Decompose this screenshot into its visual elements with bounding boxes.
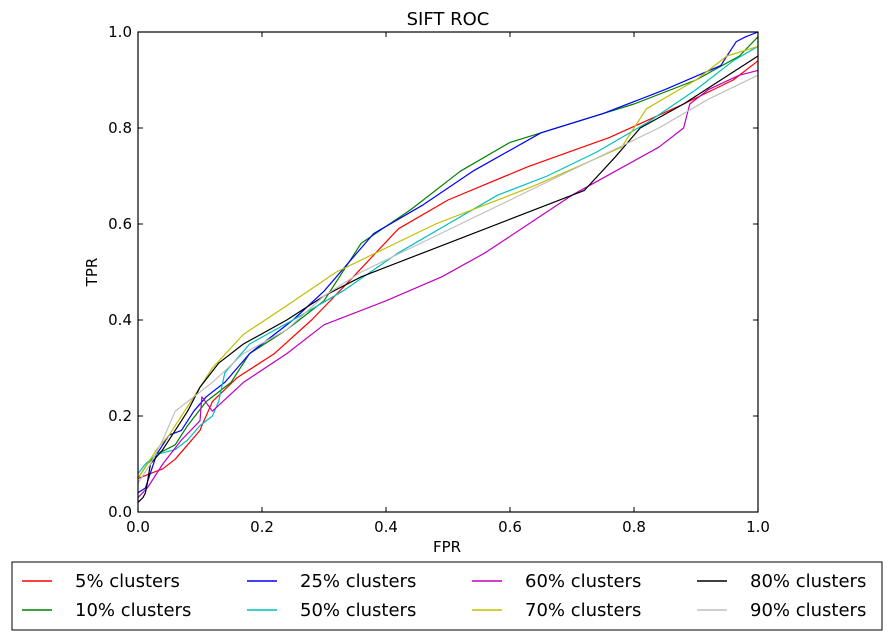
series-line-6 [137, 45, 759, 479]
legend-label: 80% clusters [750, 571, 866, 592]
plot-area: 0.0 0.2 0.4 0.6 0.8 1.0 0.0 0.2 0.4 0.6 0.8 1.0 [108, 23, 770, 536]
plot-frame [137, 31, 759, 513]
x-tick-label: 0.8 [622, 518, 646, 536]
legend-label: 50% clusters [300, 600, 416, 621]
legend-label: 10% clusters [75, 600, 191, 621]
legend-item-6: 70% clusters [472, 600, 641, 621]
legend-label: 70% clusters [525, 600, 641, 621]
legend-item-7: 80% clusters [697, 571, 866, 592]
series-lines [137, 31, 759, 503]
series-line-2 [137, 36, 759, 479]
legend-item-1: 5% clusters [22, 571, 180, 592]
x-tick-label: 0.6 [498, 518, 522, 536]
series-line-4 [137, 45, 759, 474]
y-tick-label: 0.2 [108, 407, 132, 425]
y-tick-label: 0.8 [108, 119, 132, 137]
x-tick-label: 0.4 [374, 518, 398, 536]
series-line-8 [137, 74, 759, 484]
legend-item-4: 50% clusters [247, 600, 416, 621]
legend-label: 25% clusters [300, 571, 416, 592]
series-line-5 [137, 69, 759, 499]
chart-title: SIFT ROC [407, 9, 490, 30]
x-tick-label: 0.2 [250, 518, 274, 536]
y-tick-label: 1.0 [108, 23, 132, 41]
legend-item-3: 25% clusters [247, 571, 416, 592]
x-axis-label: FPR [433, 538, 461, 556]
legend-frame [11, 561, 883, 631]
legend-item-8: 90% clusters [697, 600, 866, 621]
series-line-1 [137, 60, 759, 479]
series-line-7 [137, 55, 759, 503]
y-tick-label: 0.6 [108, 215, 132, 233]
y-axis-label: TPR [83, 258, 101, 288]
legend-label: 60% clusters [525, 571, 641, 592]
legend-label: 90% clusters [750, 600, 866, 621]
x-tick-label: 0.0 [126, 518, 150, 536]
legend-label: 5% clusters [75, 571, 180, 592]
x-tick-label: 1.0 [746, 518, 770, 536]
y-tick-label: 0.0 [108, 503, 132, 521]
plot-background [138, 32, 758, 512]
legend-item-2: 10% clusters [22, 600, 191, 621]
y-tick-label: 0.4 [108, 311, 132, 329]
legend-item-5: 60% clusters [472, 571, 641, 592]
legend: 5% clusters 10% clusters 25% clusters 50% c… [11, 561, 883, 631]
